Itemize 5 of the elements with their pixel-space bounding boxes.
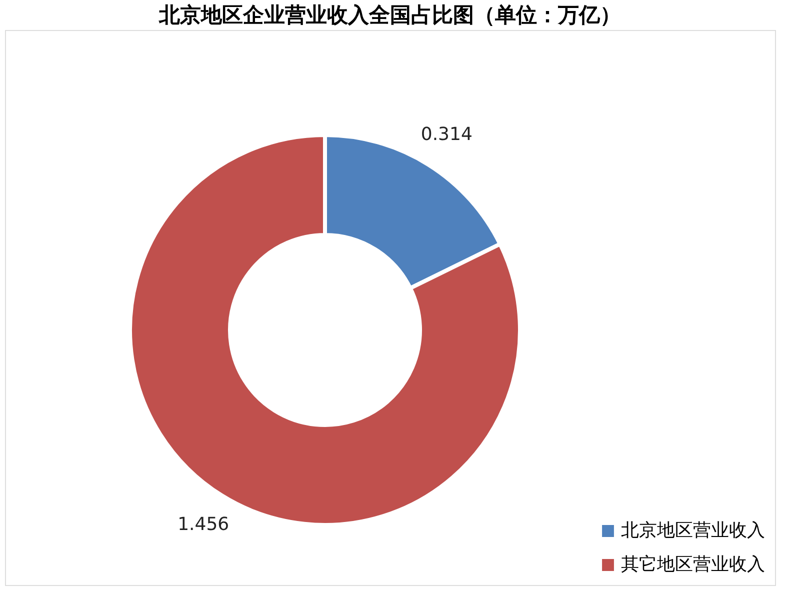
chart-title: 北京地区企业营业收入全国占比图（单位：万亿） — [158, 2, 621, 27]
data-label: 0.314 — [420, 124, 472, 145]
legend-label: 其它地区营业收入 — [621, 554, 765, 575]
legend-label: 北京地区营业收入 — [621, 520, 765, 541]
data-label: 1.456 — [178, 514, 230, 536]
